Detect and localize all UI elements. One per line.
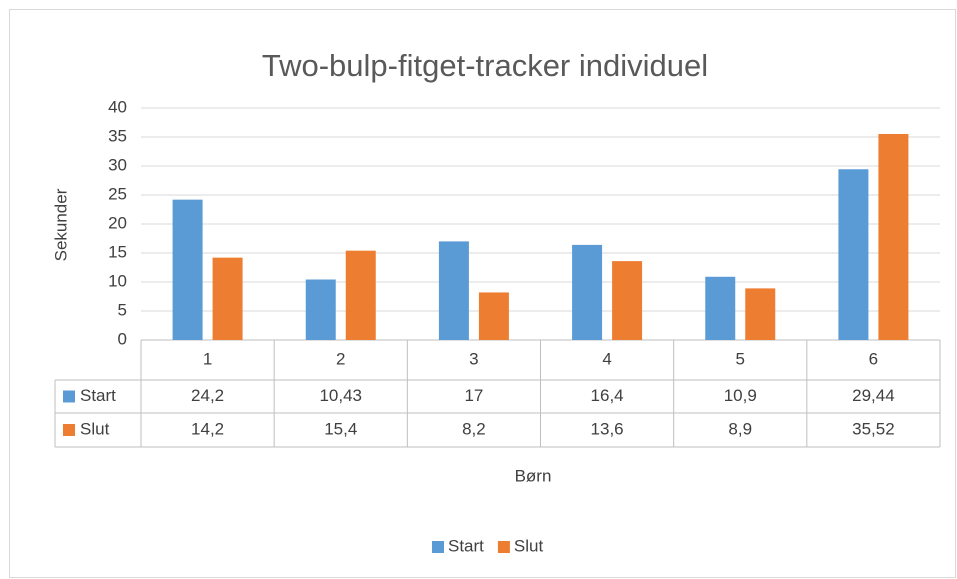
table-cell: 17 bbox=[464, 386, 483, 405]
bar bbox=[212, 257, 243, 340]
table-cell: 8,9 bbox=[728, 419, 752, 438]
table-cell: 13,6 bbox=[591, 419, 624, 438]
x-tick-label: 6 bbox=[869, 349, 878, 368]
y-tick-label: 20 bbox=[108, 213, 127, 232]
legend-label: Start bbox=[448, 536, 484, 555]
table-cell: 24,2 bbox=[191, 386, 224, 405]
y-axis-title: Sekunder bbox=[51, 188, 70, 261]
y-tick-label: 30 bbox=[108, 155, 127, 174]
x-axis-title: Børn bbox=[515, 466, 552, 485]
table-series-name: Slut bbox=[80, 419, 110, 438]
x-tick-label: 3 bbox=[469, 349, 478, 368]
bar bbox=[572, 244, 603, 340]
bar bbox=[878, 133, 909, 340]
table-legend-key bbox=[63, 390, 75, 403]
table-cell: 10,43 bbox=[319, 386, 362, 405]
bar bbox=[838, 169, 869, 340]
y-tick-label: 25 bbox=[108, 184, 127, 203]
y-tick-label: 0 bbox=[118, 329, 127, 348]
legend-key bbox=[432, 541, 444, 553]
bar bbox=[745, 288, 776, 340]
y-tick-label: 35 bbox=[108, 126, 127, 145]
table-cell: 16,4 bbox=[591, 386, 624, 405]
table-legend-key bbox=[63, 424, 75, 436]
table-cell: 15,4 bbox=[324, 419, 357, 438]
table-cell: 35,52 bbox=[852, 419, 895, 438]
table-cell: 10,9 bbox=[724, 386, 757, 405]
table-cell: 14,2 bbox=[191, 419, 224, 438]
bar bbox=[705, 276, 736, 340]
bar bbox=[172, 199, 203, 340]
table-series-name: Start bbox=[80, 386, 116, 405]
legend-key bbox=[497, 541, 510, 553]
bar bbox=[438, 241, 469, 340]
bar bbox=[478, 292, 509, 340]
legend-label: Slut bbox=[514, 536, 544, 555]
bar bbox=[305, 279, 336, 340]
bar bbox=[612, 261, 643, 340]
bar bbox=[345, 250, 376, 340]
x-tick-label: 5 bbox=[736, 349, 745, 368]
x-tick-label: 4 bbox=[602, 349, 611, 368]
table-cell: 29,44 bbox=[852, 386, 895, 405]
y-tick-label: 10 bbox=[108, 271, 127, 290]
y-tick-label: 40 bbox=[108, 97, 127, 116]
table-cell: 8,2 bbox=[462, 419, 486, 438]
y-tick-label: 15 bbox=[108, 242, 127, 261]
chart-title: Two-bulp-fitget-tracker individuel bbox=[262, 48, 708, 83]
x-tick-label: 1 bbox=[203, 349, 212, 368]
y-tick-label: 5 bbox=[118, 300, 127, 319]
x-tick-label: 2 bbox=[336, 349, 345, 368]
